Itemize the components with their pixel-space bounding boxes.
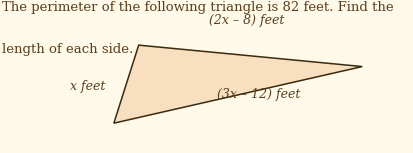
Text: The perimeter of the following triangle is 82 feet. Find the: The perimeter of the following triangle … <box>2 1 393 14</box>
Text: x feet: x feet <box>70 80 105 93</box>
Polygon shape <box>114 45 361 123</box>
Text: (2x – 8) feet: (2x – 8) feet <box>208 14 283 27</box>
Text: (3x – 12) feet: (3x – 12) feet <box>216 88 300 101</box>
Text: length of each side.: length of each side. <box>2 43 133 56</box>
